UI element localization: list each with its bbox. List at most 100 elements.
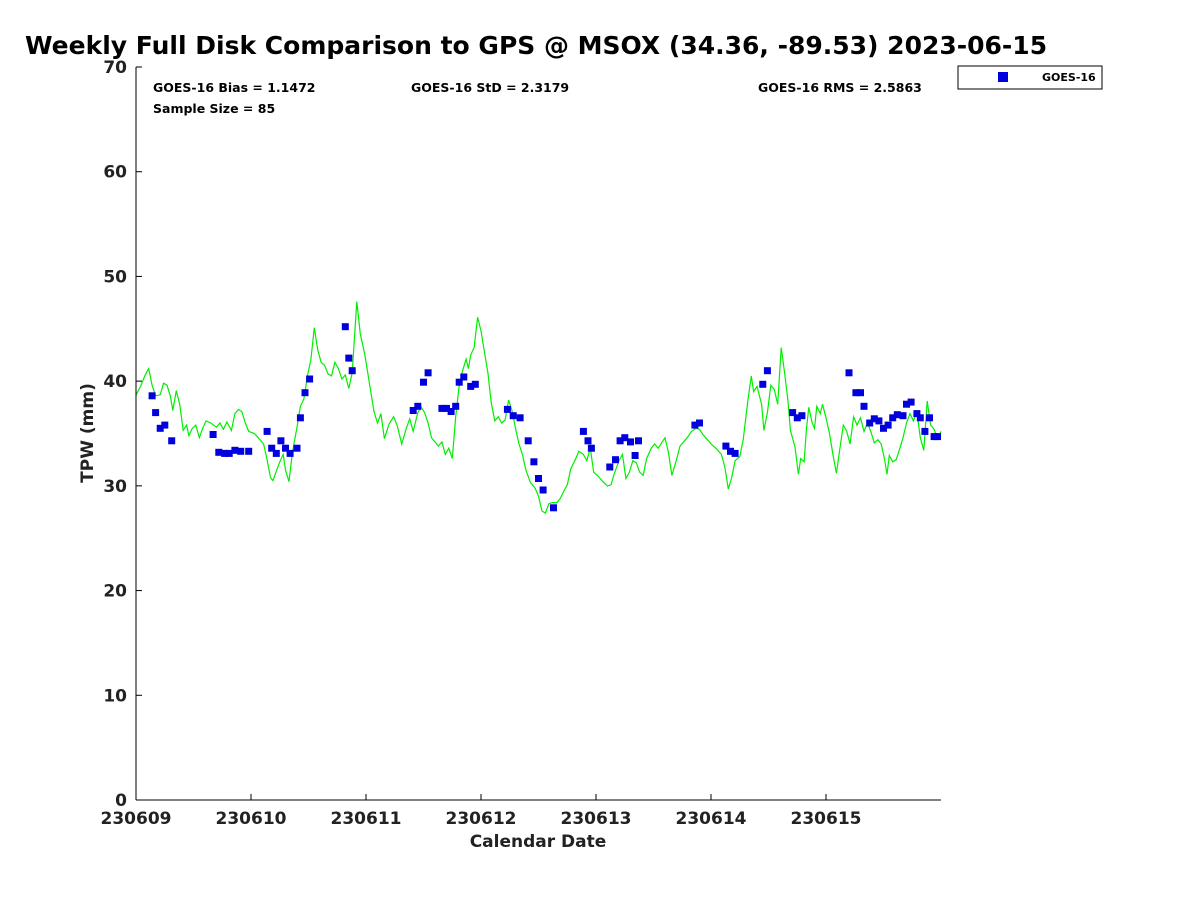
data-point — [759, 380, 767, 388]
data-point — [845, 369, 853, 377]
x-tick-label: 230610 — [216, 809, 287, 829]
data-point — [452, 402, 460, 410]
data-point — [424, 369, 432, 377]
data-point — [857, 389, 864, 397]
stat-sample-size: Sample Size = 85 — [153, 101, 275, 116]
data-point — [455, 378, 463, 386]
data-point — [696, 419, 703, 427]
data-point — [277, 437, 285, 445]
data-point — [286, 449, 294, 457]
data-point — [921, 427, 929, 435]
data-point — [612, 456, 619, 464]
data-point — [438, 404, 446, 412]
data-point — [345, 354, 353, 362]
data-point — [793, 414, 801, 422]
data-point — [516, 414, 524, 422]
data-point — [870, 415, 878, 423]
data-point — [524, 437, 532, 445]
data-point — [727, 447, 734, 455]
data-point — [860, 402, 868, 410]
data-point — [550, 504, 557, 512]
data-point — [443, 404, 450, 412]
series-line-1 — [135, 301, 942, 514]
data-point — [168, 437, 176, 445]
data-point — [584, 437, 592, 445]
data-point — [148, 392, 156, 400]
data-point — [789, 409, 797, 417]
y-tick-label: 60 — [103, 163, 127, 183]
data-point — [880, 424, 887, 432]
data-point — [889, 414, 897, 422]
data-point — [503, 405, 511, 413]
data-point — [467, 382, 475, 390]
data-point — [916, 414, 924, 422]
data-point — [263, 427, 271, 435]
x-tick-label: 230611 — [331, 809, 402, 829]
data-point — [215, 448, 223, 456]
data-point — [934, 433, 941, 441]
legend: GOES-16 — [957, 65, 1103, 90]
data-point — [409, 407, 417, 414]
data-point — [152, 409, 160, 417]
data-point — [884, 421, 892, 429]
data-point — [899, 412, 907, 420]
data-point — [156, 424, 164, 432]
data-point — [903, 400, 910, 408]
data-point — [296, 414, 304, 422]
data-point — [460, 373, 468, 381]
data-point — [447, 408, 455, 415]
chart-title: Weekly Full Disk Comparison to GPS @ MSO… — [25, 31, 1047, 60]
x-tick-label: 230612 — [446, 809, 517, 829]
plot-area: 0 10 20 30 40 50 60 70 230609 230610 230611 230612 2… — [101, 58, 942, 829]
data-point — [907, 398, 915, 406]
data-point — [691, 421, 699, 429]
data-point — [627, 438, 634, 446]
data-point — [731, 449, 739, 457]
stat-bias: GOES-16 Bias = 1.1472 — [153, 80, 315, 95]
x-tick-label: 230613 — [561, 809, 632, 829]
data-point — [530, 458, 538, 466]
x-tick-label: 230614 — [676, 809, 747, 829]
data-point — [763, 367, 771, 375]
y-tick-label: 10 — [103, 686, 127, 706]
data-point — [348, 367, 356, 375]
data-point — [282, 444, 289, 452]
data-point — [301, 389, 309, 397]
y-tick-label: 0 — [115, 791, 127, 811]
data-point — [616, 437, 624, 445]
data-point — [293, 444, 301, 452]
data-point — [221, 449, 229, 457]
x-tick-label: 230615 — [791, 809, 862, 829]
y-tick-label: 40 — [103, 372, 127, 392]
legend-box — [957, 65, 1103, 90]
data-point — [471, 380, 479, 388]
data-point — [509, 412, 517, 420]
data-point — [621, 434, 629, 442]
y-tick-label: 50 — [103, 267, 127, 287]
data-point — [161, 421, 169, 429]
legend-label-goes16: GOES-16 — [1042, 71, 1096, 84]
data-point — [722, 442, 730, 450]
legend-marker-goes16 — [998, 72, 1008, 82]
data-point — [635, 437, 642, 445]
data-point — [893, 411, 901, 419]
stat-std: GOES-16 StD = 2.3179 — [411, 80, 569, 95]
data-point — [306, 375, 314, 383]
data-point — [209, 431, 217, 438]
x-tick-label: 230609 — [101, 809, 172, 829]
y-tick-label: 70 — [103, 58, 127, 78]
data-point — [866, 419, 874, 427]
data-point — [913, 410, 921, 418]
data-point — [268, 444, 276, 452]
data-point — [798, 412, 806, 420]
data-point — [926, 414, 933, 422]
data-point — [587, 444, 595, 452]
data-point — [341, 323, 349, 331]
data-point — [875, 417, 883, 425]
y-tick-label: 30 — [103, 477, 127, 497]
data-point — [631, 452, 639, 459]
data-point — [237, 447, 245, 455]
data-point — [225, 449, 233, 457]
x-axis-label: Calendar Date — [470, 832, 607, 852]
